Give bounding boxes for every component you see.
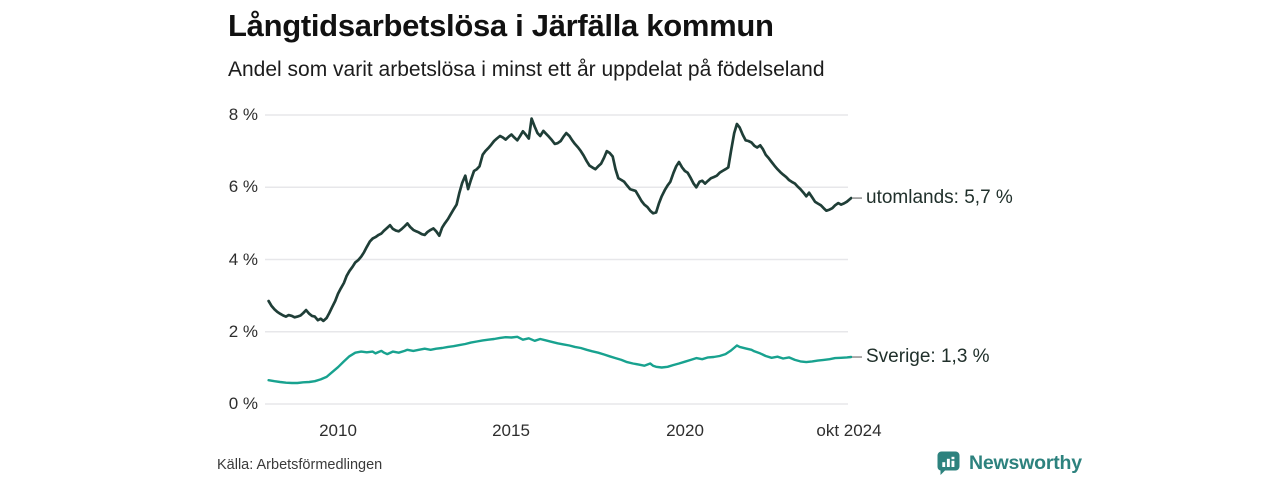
page-title: Långtidsarbetslösa i Järfälla kommun bbox=[228, 8, 774, 43]
newsworthy-wordmark: Newsworthy bbox=[969, 451, 1082, 474]
y-tick-8: 8 % bbox=[228, 105, 258, 124]
series-label-sverige: Sverige: 1,3 % bbox=[866, 346, 990, 368]
source-note: Källa: Arbetsförmedlingen bbox=[217, 457, 383, 473]
x-tick-okt-2024: okt 2024 bbox=[816, 421, 882, 440]
x-tick-2010: 2010 bbox=[319, 421, 357, 440]
chart-subtitle: Andel som varit arbetslösa i minst ett å… bbox=[228, 58, 825, 81]
y-tick-2: 2 % bbox=[228, 322, 258, 341]
bar-chart-badge-icon bbox=[937, 451, 960, 475]
y-tick-0: 0 % bbox=[228, 394, 258, 413]
x-tick-2020: 2020 bbox=[666, 421, 704, 440]
newsworthy-logo: Newsworthy bbox=[936, 450, 1082, 476]
y-tick-6: 6 % bbox=[228, 177, 258, 196]
y-tick-4: 4 % bbox=[228, 250, 258, 269]
x-tick-2015: 2015 bbox=[492, 421, 530, 440]
series-label-utomlands: utomlands: 5,7 % bbox=[866, 187, 1013, 209]
